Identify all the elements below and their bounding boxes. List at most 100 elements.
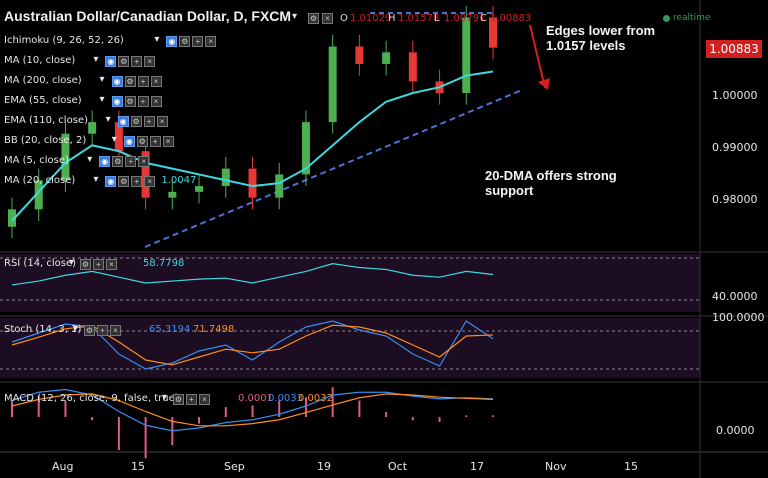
candle-body <box>328 46 337 123</box>
macd-signal-line <box>11 393 494 427</box>
rsi-dropdown-icon[interactable]: ▾ <box>69 257 75 268</box>
indicator-close-icon[interactable]: × <box>150 96 162 107</box>
stoch-settings-icon[interactable]: ⚙ <box>84 325 95 336</box>
indicator-close-icon[interactable]: × <box>138 156 150 167</box>
candle-body <box>248 168 257 198</box>
indicator-settings-icon[interactable]: ⚙ <box>124 76 136 87</box>
candle-body <box>382 52 391 64</box>
indicator-close-icon[interactable]: × <box>150 76 162 87</box>
stoch-add-icon[interactable]: + <box>97 325 108 336</box>
indicator-close-icon[interactable]: × <box>144 176 156 187</box>
annotation-20dma-support: 20-DMA offers strong support <box>485 168 617 198</box>
rsi-label: RSI (14, close) <box>4 258 77 269</box>
indicator-label: BB (20, close, 2) <box>4 135 87 146</box>
indicator-eye-icon[interactable]: ◉ <box>105 56 117 67</box>
ohlc-close: 1.00883 <box>490 13 532 24</box>
indicator-dropdown-icon[interactable]: ▾ <box>99 74 105 85</box>
indicator-label: MA (10, close) <box>4 55 76 66</box>
settings-icon[interactable]: ⚙ <box>308 13 319 24</box>
indicator-settings-icon[interactable]: ⚙ <box>112 156 124 167</box>
candle-body <box>221 168 230 187</box>
indicator-settings-icon[interactable]: ⚙ <box>130 116 142 127</box>
indicator-value: 1.0047 <box>161 175 197 186</box>
stoch-axis-label: 100.0000 <box>712 311 765 324</box>
indicator-dropdown-icon[interactable]: ▾ <box>87 154 93 165</box>
trend-line[interactable] <box>144 89 523 248</box>
indicator-eye-icon[interactable]: ◉ <box>111 96 123 107</box>
candle-body <box>114 122 123 152</box>
indicator-settings-icon[interactable]: ⚙ <box>179 36 191 47</box>
indicator-settings-icon[interactable]: ⚙ <box>124 96 136 107</box>
chart-title: Australian Dollar/Canadian Dollar, D, FX… <box>4 8 292 24</box>
stoch-dropdown-icon[interactable]: ▾ <box>73 323 79 334</box>
indicator-add-icon[interactable]: + <box>131 56 143 67</box>
annotation-arrow-shaft <box>529 24 546 89</box>
indicator-eye-icon[interactable]: ◉ <box>105 176 117 187</box>
time-axis-label: Nov <box>545 460 567 473</box>
ohlc-o-label: O <box>340 13 348 24</box>
macd-dropdown-icon[interactable]: ▾ <box>162 392 168 403</box>
macd-close-icon[interactable]: × <box>199 394 210 405</box>
price-axis-label: 0.98000 <box>712 193 758 206</box>
indicator-label: Ichimoku (9, 26, 52, 26) <box>4 35 124 46</box>
macd-line-value: 0.0033 <box>268 393 303 404</box>
indicator-dropdown-icon[interactable]: ▾ <box>111 134 117 145</box>
indicator-add-icon[interactable]: + <box>125 156 137 167</box>
candle-body <box>462 17 471 94</box>
stoch-close-icon[interactable]: × <box>110 325 121 336</box>
indicator-add-icon[interactable]: + <box>149 136 161 147</box>
macd-label: MACD (12, 26, close, 9, false, true) <box>4 393 179 404</box>
candle-body <box>61 133 70 181</box>
macd-hist-value: 0.0001 <box>238 393 273 404</box>
stoch-d-value: 71.7498 <box>193 324 235 335</box>
indicator-label: MA (200, close) <box>4 75 82 86</box>
candle-body <box>168 191 177 198</box>
rsi-add-icon[interactable]: + <box>93 259 104 270</box>
indicator-dropdown-icon[interactable]: ▾ <box>154 34 160 45</box>
indicator-dropdown-icon[interactable]: ▾ <box>105 114 111 125</box>
indicator-add-icon[interactable]: + <box>137 96 149 107</box>
ohlc-l-label: L <box>434 13 440 24</box>
rsi-settings-icon[interactable]: ⚙ <box>80 259 91 270</box>
indicator-eye-icon[interactable]: ◉ <box>117 116 129 127</box>
indicator-settings-icon[interactable]: ⚙ <box>118 176 130 187</box>
indicator-add-icon[interactable]: + <box>131 176 143 187</box>
time-axis-label: Oct <box>388 460 408 473</box>
candle-body <box>195 186 204 192</box>
stoch-label: Stoch (14, 3, 1) <box>4 324 82 335</box>
indicator-eye-icon[interactable]: ◉ <box>166 36 178 47</box>
indicator-eye-icon[interactable]: ◉ <box>111 76 123 87</box>
indicator-close-icon[interactable]: × <box>162 136 174 147</box>
candle-body <box>141 151 150 198</box>
ma20-line <box>11 70 494 222</box>
indicator-settings-icon[interactable]: ⚙ <box>136 136 148 147</box>
indicator-add-icon[interactable]: + <box>192 36 204 47</box>
rsi-line <box>11 263 494 286</box>
realtime-label: realtime <box>673 13 711 23</box>
indicator-dropdown-icon[interactable]: ▾ <box>93 174 99 185</box>
indicator-dropdown-icon[interactable]: ▾ <box>93 54 99 65</box>
indicator-settings-icon[interactable]: ⚙ <box>118 56 130 67</box>
price-axis-label: 0.99000 <box>712 141 758 154</box>
indicator-label: MA (5, close) <box>4 155 69 166</box>
candle-body <box>408 52 417 82</box>
macd-add-icon[interactable]: + <box>186 394 197 405</box>
indicator-close-icon[interactable]: × <box>144 56 156 67</box>
close-icon[interactable]: × <box>322 13 333 24</box>
rsi-close-icon[interactable]: × <box>106 259 117 270</box>
indicator-dropdown-icon[interactable]: ▾ <box>99 94 105 105</box>
indicator-close-icon[interactable]: × <box>205 36 217 47</box>
realtime-dot-icon <box>663 15 670 22</box>
macd-settings-icon[interactable]: ⚙ <box>173 394 184 405</box>
indicator-eye-icon[interactable]: ◉ <box>123 136 135 147</box>
indicator-add-icon[interactable]: + <box>143 116 155 127</box>
title-dropdown-icon[interactable]: ▾ <box>292 11 298 22</box>
ohlc-h-label: H <box>388 13 396 24</box>
indicator-add-icon[interactable]: + <box>137 76 149 87</box>
indicator-eye-icon[interactable]: ◉ <box>99 156 111 167</box>
annotation-edges-lower: Edges lower from 1.0157 levels <box>546 23 656 53</box>
ohlc-open: 1.01029 <box>350 13 392 24</box>
indicator-close-icon[interactable]: × <box>156 116 168 127</box>
time-axis-label: Sep <box>224 460 245 473</box>
